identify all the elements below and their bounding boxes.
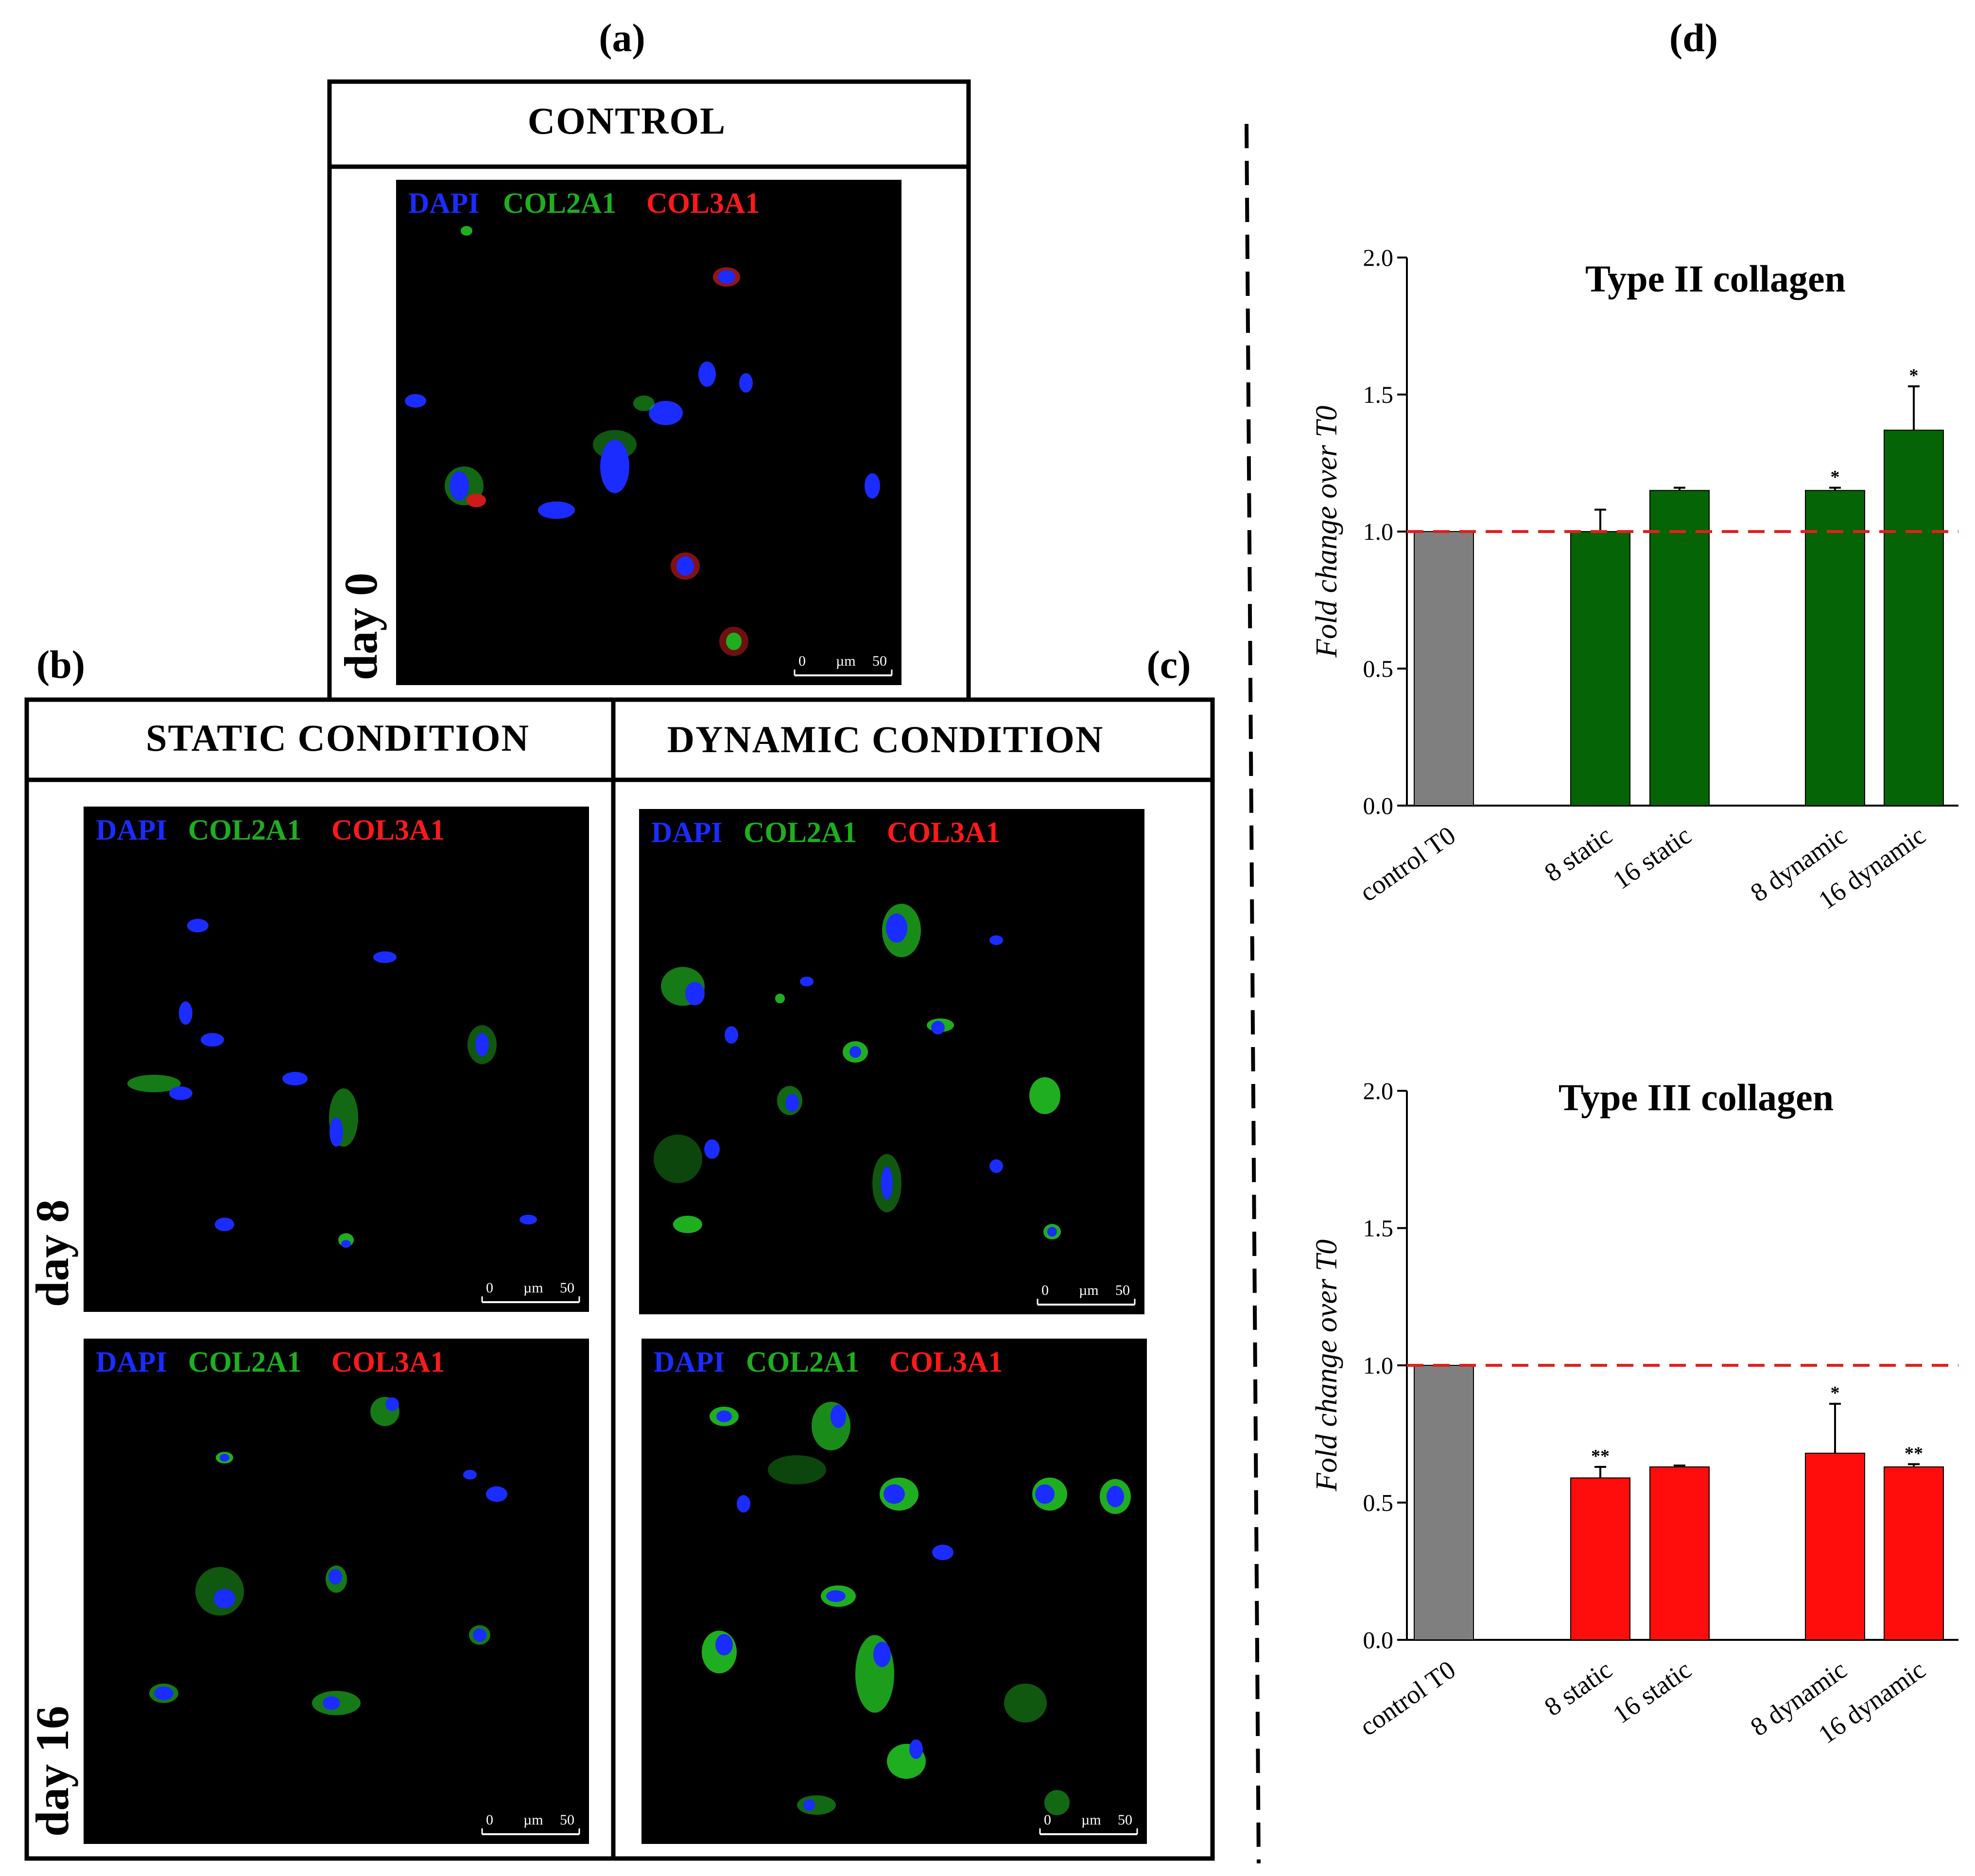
x-tick-label: 16 static	[1608, 821, 1697, 895]
scale-zero: 0	[798, 653, 806, 669]
chart-type-iii-collagen: Type III collagen Fold change over T0 0.0 0…	[1310, 1076, 1958, 1749]
scale-bar: 0 µm 50	[1037, 1282, 1136, 1306]
y-tick-label: 1.5	[1363, 1215, 1394, 1242]
panel-label-d: (d)	[1669, 16, 1718, 60]
condition-box: STATIC CONDITION DYNAMIC CONDITION day 8…	[24, 697, 1215, 1861]
bar	[1884, 430, 1944, 806]
x-tick-label: control T0	[1354, 821, 1461, 907]
panel-label-b: (b)	[36, 642, 85, 687]
bar	[1805, 1452, 1865, 1641]
static-title: STATIC CONDITION	[146, 717, 530, 759]
scale-zero: 0	[1041, 1282, 1049, 1298]
scale-zero: 0	[1044, 1812, 1051, 1828]
y-axis-label: Fold change over T0	[1310, 406, 1343, 658]
scale-unit: µm	[1079, 1282, 1099, 1298]
scale-unit: µm	[836, 653, 856, 669]
y-tick-label: 0.0	[1363, 1626, 1394, 1653]
scale-zero: 0	[486, 1280, 493, 1296]
scale-bar: 0 µm 50	[794, 653, 893, 676]
stain-dapi: DAPI	[408, 187, 480, 219]
stain-col2a1: COL2A1	[744, 816, 857, 848]
stain-legend: DAPI COL2A1 COL3A1	[96, 814, 445, 846]
chart-type-ii-collagen: Type II collagen Fold change over T0 0.0 0.…	[1310, 244, 1958, 915]
scale-unit: µm	[523, 1812, 543, 1828]
scale-unit: µm	[1081, 1812, 1101, 1828]
significance-marker: *	[1831, 1383, 1840, 1403]
scale-bars: 0 µm 50 0 µm 50 0 µm 50 0 µm 50 0 µm 50	[481, 653, 1138, 1835]
x-tick-label: 16 static	[1608, 1655, 1697, 1729]
y-tick-label: 1.0	[1363, 518, 1394, 545]
control-title: CONTROL	[528, 100, 726, 142]
significance-marker: **	[1905, 1443, 1923, 1463]
stain-col3a1: COL3A1	[887, 816, 1000, 848]
x-tick-label: 8 static	[1539, 821, 1617, 888]
bar	[1805, 490, 1865, 806]
y-tick-label: 2.0	[1363, 244, 1394, 271]
micrograph-dynamic-day16: DAPI COL2A1 COL3A1	[641, 1339, 1147, 1844]
stain-col3a1: COL3A1	[331, 1346, 445, 1378]
stain-legend: DAPI COL2A1 COL3A1	[651, 816, 1000, 848]
stain-legend: DAPI COL2A1 COL3A1	[654, 1346, 1003, 1378]
y-tick-label: 0.5	[1363, 1489, 1394, 1516]
day-16-label: day 16	[26, 1706, 78, 1837]
stain-dapi: DAPI	[654, 1346, 725, 1378]
significance-marker: **	[1591, 1446, 1610, 1466]
day-0-label: day 0	[335, 573, 387, 680]
x-tick-label: 8 static	[1539, 1655, 1617, 1722]
panel-label-c: (c)	[1146, 642, 1191, 687]
stain-col3a1: COL3A1	[331, 814, 445, 846]
scale-max: 50	[872, 653, 887, 669]
stain-col2a1: COL2A1	[746, 1346, 859, 1378]
scale-max: 50	[560, 1280, 574, 1296]
y-tick-label: 0.0	[1363, 792, 1394, 819]
y-tick-label: 1.5	[1363, 381, 1394, 408]
stain-dapi: DAPI	[96, 1346, 167, 1378]
significance-marker: *	[1831, 467, 1840, 487]
bar	[1414, 531, 1474, 806]
y-tick-label: 1.0	[1363, 1352, 1394, 1379]
chart-title: Type II collagen	[1585, 258, 1846, 300]
scale-bar: 0 µm 50	[481, 1280, 580, 1303]
scale-unit: µm	[523, 1280, 543, 1296]
stain-col2a1: COL2A1	[188, 814, 301, 846]
scale-bar: 0 µm 50	[481, 1812, 580, 1835]
bar	[1570, 531, 1630, 806]
day-8-label: day 8	[26, 1200, 78, 1307]
bar	[1884, 1466, 1944, 1641]
stain-dapi: DAPI	[651, 816, 723, 848]
bar	[1649, 1466, 1710, 1641]
scale-max: 50	[560, 1812, 574, 1828]
bar	[1570, 1477, 1630, 1640]
x-tick-label: control T0	[1354, 1655, 1461, 1741]
micrograph-dynamic-day8: DAPI COL2A1 COL3A1	[639, 809, 1144, 1314]
dynamic-title: DYNAMIC CONDITION	[667, 718, 1104, 760]
micrograph-static-day16: DAPI COL2A1 COL3A1	[84, 1339, 589, 1844]
scale-max: 50	[1118, 1812, 1132, 1828]
stain-col2a1: COL2A1	[188, 1346, 301, 1378]
scale-max: 50	[1115, 1282, 1130, 1298]
y-axis-label: Fold change over T0	[1310, 1239, 1343, 1492]
y-tick-label: 2.0	[1363, 1077, 1394, 1104]
micrograph-static-day8: DAPI COL2A1 COL3A1	[84, 807, 589, 1312]
stain-dapi: DAPI	[96, 814, 167, 846]
panel-divider	[1245, 123, 1261, 1864]
y-tick-label: 0.5	[1363, 655, 1394, 682]
stain-col2a1: COL2A1	[503, 187, 616, 219]
bar	[1414, 1365, 1474, 1640]
chart-title: Type III collagen	[1559, 1076, 1834, 1119]
panel-label-a: (a)	[599, 16, 645, 60]
stain-col3a1: COL3A1	[646, 187, 760, 219]
scale-bar: 0 µm 50	[1039, 1812, 1138, 1835]
scale-zero: 0	[486, 1812, 493, 1828]
stain-col3a1: COL3A1	[889, 1346, 1003, 1378]
chart-panel-d: Type II collagen Fold change over T0 0.0 0.…	[1310, 244, 1958, 1749]
stain-legend: DAPI COL2A1 COL3A1	[408, 187, 760, 219]
micrograph-control-day0: DAPI COL2A1 COL3A1	[396, 180, 901, 685]
bar	[1649, 490, 1710, 806]
stain-legend: DAPI COL2A1 COL3A1	[96, 1346, 445, 1378]
significance-marker: *	[1909, 365, 1919, 386]
